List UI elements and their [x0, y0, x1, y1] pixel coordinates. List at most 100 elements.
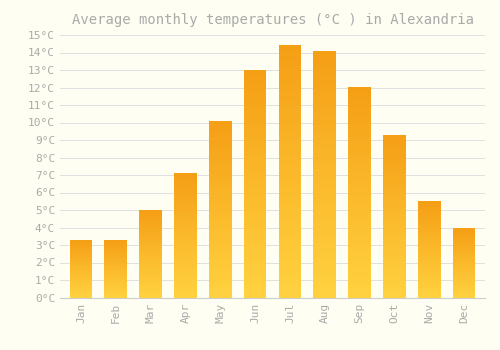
Bar	[140, 254, 162, 256]
Bar	[383, 197, 406, 200]
Bar	[244, 84, 266, 88]
Bar	[314, 288, 336, 293]
Bar	[104, 273, 127, 274]
Bar	[453, 244, 475, 246]
Bar	[104, 285, 127, 286]
Bar	[278, 56, 301, 61]
Bar	[383, 245, 406, 248]
Bar	[70, 246, 92, 247]
Bar	[244, 284, 266, 288]
Bar	[383, 174, 406, 177]
Bar	[104, 294, 127, 295]
Bar	[453, 248, 475, 250]
Bar	[70, 249, 92, 250]
Bar	[383, 278, 406, 281]
Bar	[140, 243, 162, 245]
Bar	[209, 163, 232, 167]
Bar	[278, 252, 301, 257]
Bar	[174, 201, 197, 203]
Bar	[70, 285, 92, 286]
Bar	[244, 234, 266, 238]
Bar	[140, 264, 162, 266]
Bar	[70, 259, 92, 260]
Bar	[140, 276, 162, 278]
Bar	[278, 111, 301, 116]
Bar	[314, 179, 336, 184]
Bar	[383, 275, 406, 278]
Bar	[314, 70, 336, 76]
Bar	[70, 270, 92, 271]
Bar	[383, 265, 406, 268]
Bar	[70, 250, 92, 251]
Bar	[209, 167, 232, 170]
Bar	[104, 242, 127, 243]
Bar	[104, 257, 127, 258]
Bar	[278, 192, 301, 197]
Bar	[348, 260, 371, 264]
Bar	[348, 104, 371, 108]
Bar	[244, 116, 266, 120]
Bar	[383, 268, 406, 272]
Bar	[70, 258, 92, 259]
Bar	[70, 287, 92, 288]
Bar	[314, 105, 336, 110]
Bar	[244, 166, 266, 170]
Bar	[383, 145, 406, 148]
Bar	[314, 110, 336, 115]
Bar	[453, 276, 475, 278]
Bar	[70, 279, 92, 280]
Bar	[314, 95, 336, 100]
Bar	[209, 181, 232, 184]
Bar	[174, 288, 197, 290]
Bar	[244, 220, 266, 225]
Bar	[140, 271, 162, 273]
Bar	[278, 161, 301, 167]
Bar	[314, 268, 336, 273]
Bar	[314, 174, 336, 179]
Bar	[278, 126, 301, 131]
Bar	[314, 85, 336, 90]
Bar	[453, 251, 475, 253]
Bar	[383, 248, 406, 252]
Bar	[383, 252, 406, 255]
Bar	[383, 281, 406, 285]
Bar	[314, 159, 336, 164]
Bar	[348, 214, 371, 218]
Bar	[209, 216, 232, 220]
Bar	[383, 262, 406, 265]
Bar	[174, 183, 197, 186]
Bar	[453, 289, 475, 290]
Bar	[383, 183, 406, 187]
Bar	[209, 262, 232, 266]
Bar	[418, 257, 440, 259]
Bar	[348, 172, 371, 176]
Bar	[348, 108, 371, 113]
Bar	[314, 199, 336, 204]
Bar	[104, 254, 127, 255]
Bar	[70, 272, 92, 273]
Bar	[383, 177, 406, 180]
Bar	[244, 197, 266, 202]
Bar	[70, 244, 92, 246]
Bar	[453, 286, 475, 288]
Bar	[278, 101, 301, 106]
Bar	[104, 278, 127, 279]
Bar	[209, 223, 232, 227]
Bar	[314, 184, 336, 189]
Bar	[174, 205, 197, 208]
Bar	[244, 288, 266, 293]
Bar	[104, 269, 127, 270]
Bar	[244, 102, 266, 106]
Bar	[418, 240, 440, 242]
Bar	[383, 158, 406, 161]
Bar	[209, 220, 232, 223]
Bar	[418, 234, 440, 236]
Bar	[278, 232, 301, 237]
Bar	[278, 81, 301, 86]
Bar	[278, 96, 301, 101]
Bar	[174, 228, 197, 230]
Bar	[140, 219, 162, 220]
Bar	[383, 141, 406, 145]
Bar	[140, 236, 162, 238]
Bar	[348, 176, 371, 180]
